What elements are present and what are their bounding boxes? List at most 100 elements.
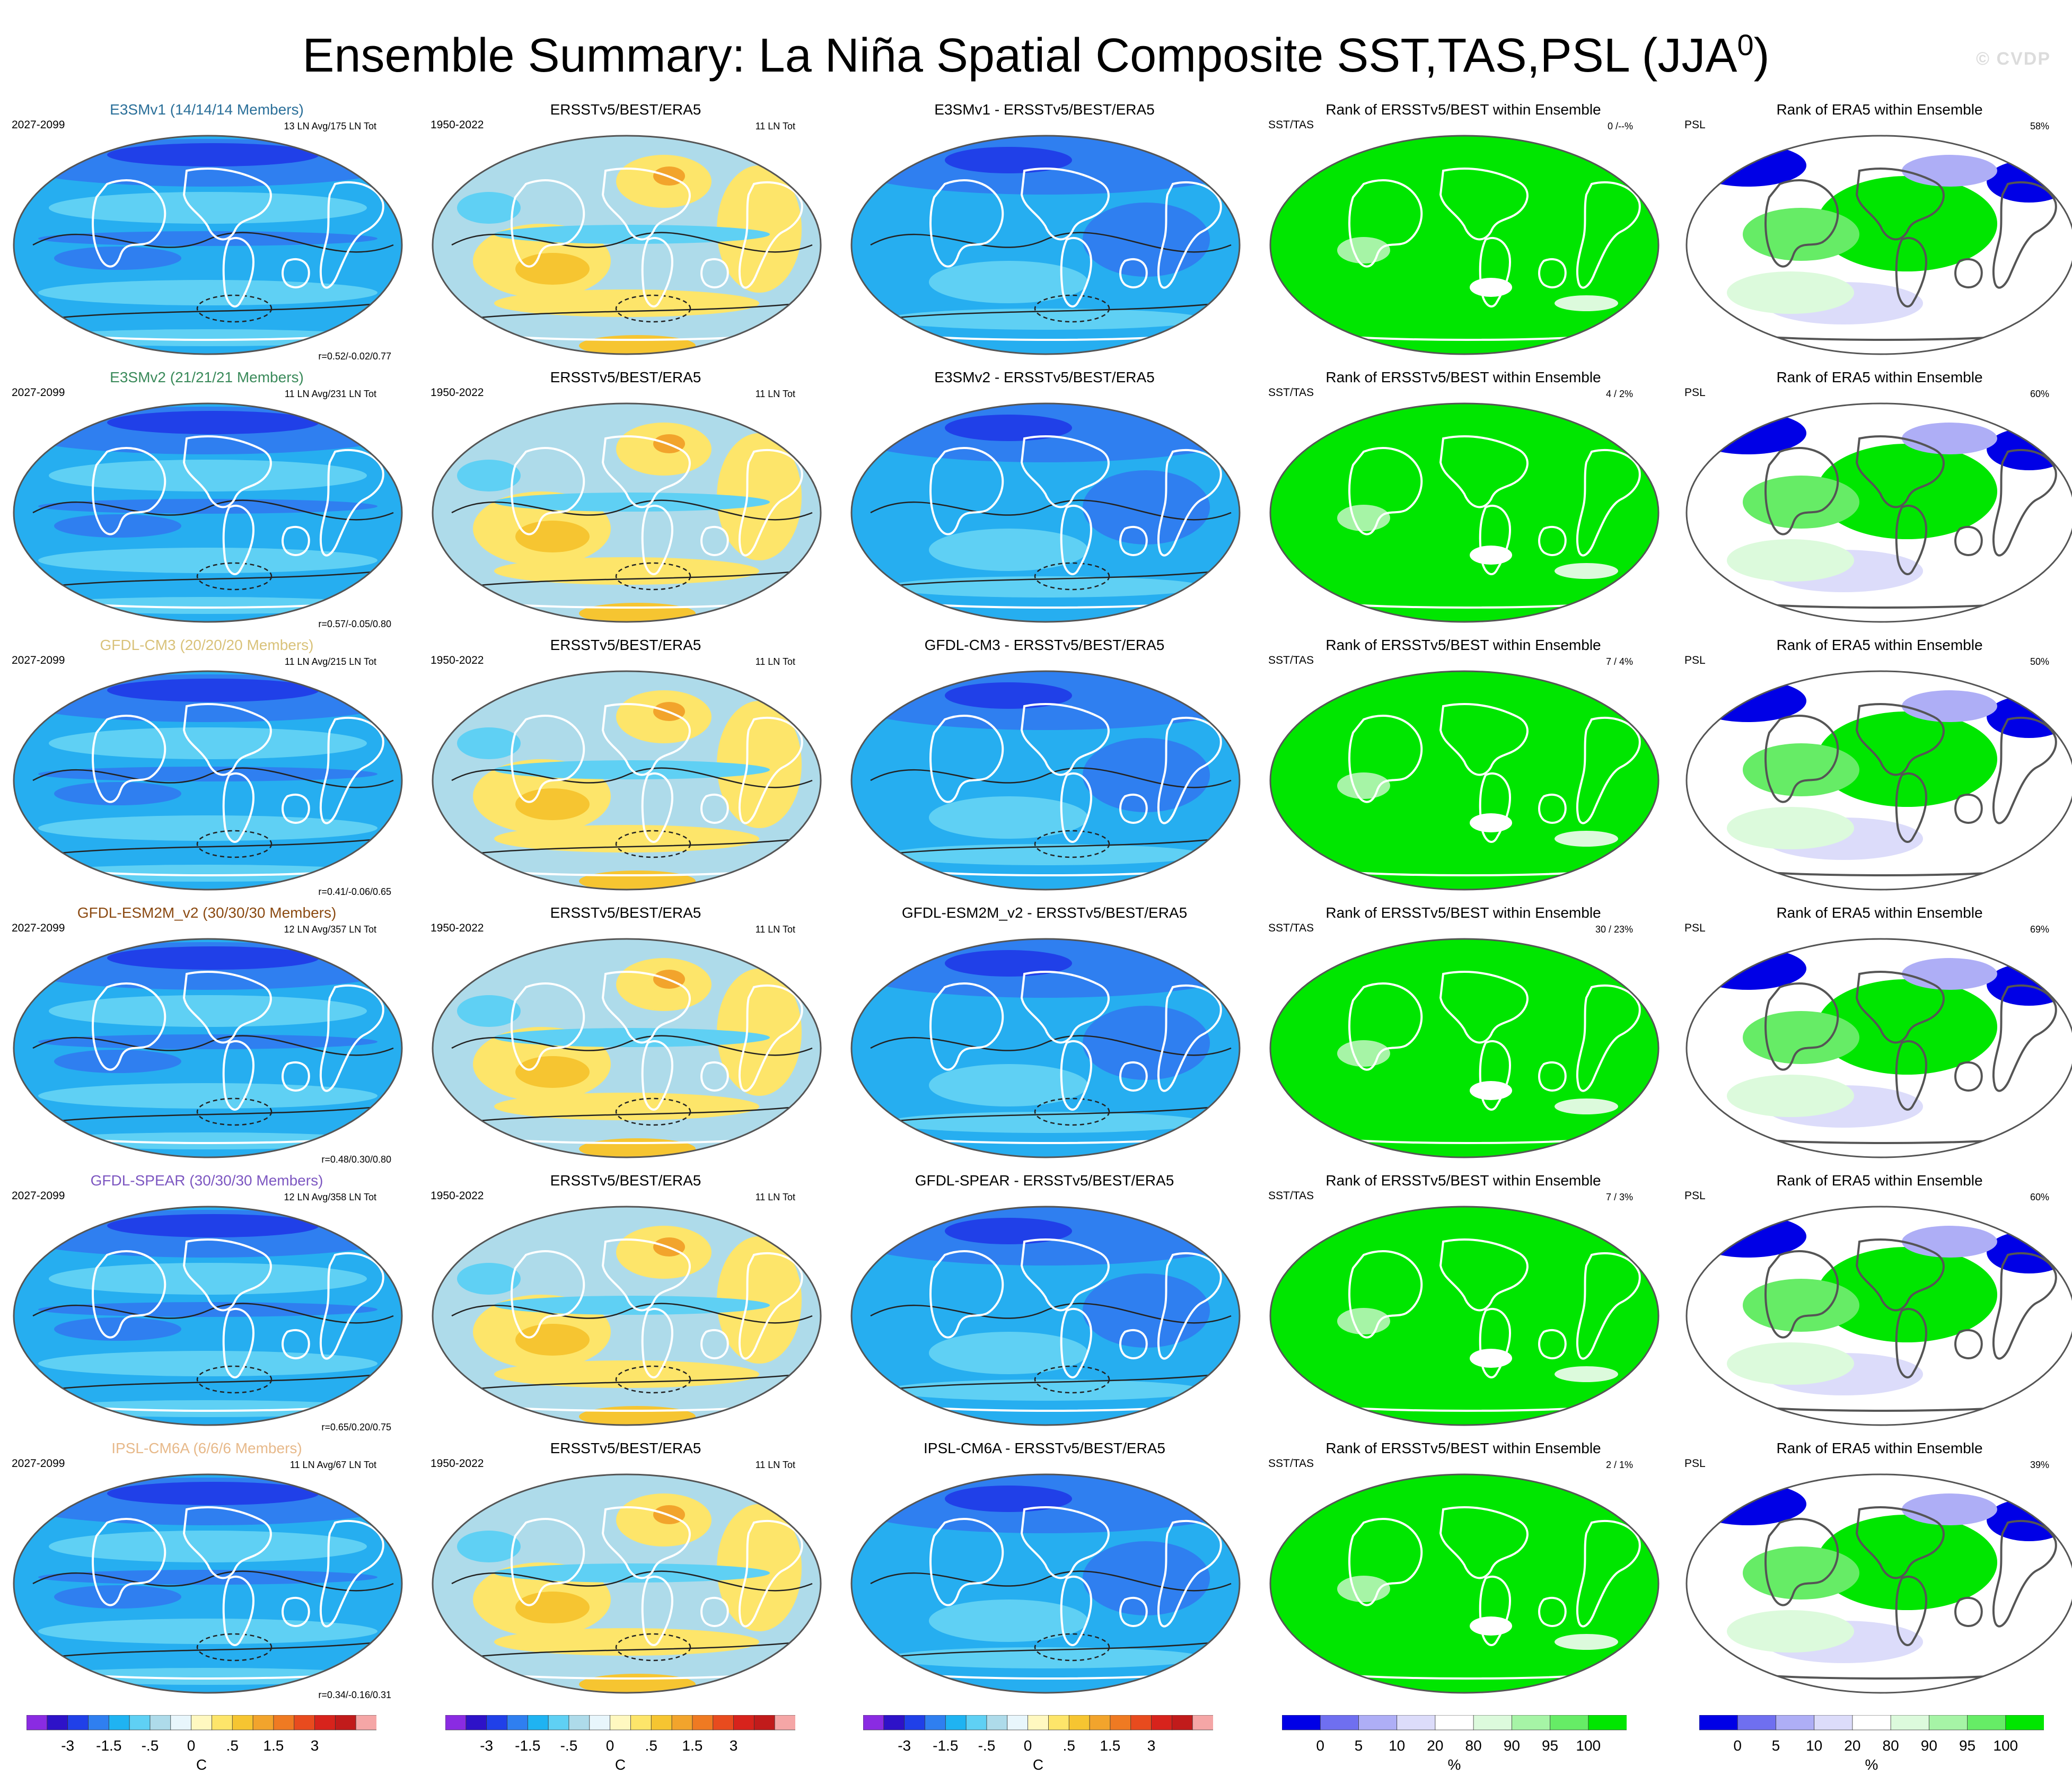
colorbar-tick-label: -.5 [141, 1737, 159, 1754]
continent-outline [1954, 1329, 1983, 1359]
rank-psl-label: PSL [1684, 654, 1706, 666]
model-composite-panel: E3SMv1 (14/14/14 Members) 2027-2099 13 LN … [0, 101, 414, 368]
continent-outline [1348, 179, 1423, 268]
observed-composite-panel: ERSSTv5/BEST/ERA5 1950-2022 11 LN Tot [419, 1172, 832, 1439]
colorbar-swatch [1171, 1715, 1193, 1730]
continent-outline [92, 179, 166, 268]
colorbar-swatch [1068, 1715, 1090, 1730]
continent-outline [1060, 1575, 1092, 1646]
colorbar-swatch [925, 1715, 946, 1730]
continent-outline [641, 1040, 673, 1111]
colorbar-tick-label: -.5 [978, 1737, 996, 1754]
continent-outline [1992, 1519, 2057, 1628]
colorbar-swatch [1110, 1715, 1131, 1730]
rank-sst-value: 7 / 3% [1605, 1192, 1633, 1202]
continent-outline [1855, 1506, 1945, 1579]
rank-psl-panel: Rank of ERA5 within Ensemble PSL 60% [1673, 368, 2072, 636]
colorbar-swatch [610, 1715, 631, 1730]
continent-outline [1855, 168, 1945, 241]
continent-outline [1479, 772, 1511, 843]
colorbar-tick-label: 10 [1806, 1737, 1823, 1754]
continent-outline [1764, 982, 1839, 1071]
continent-outline [1576, 449, 1641, 557]
continent-outline [1764, 179, 1839, 268]
continent-outline [1439, 168, 1529, 241]
colorbar-tick-label: 80 [1465, 1737, 1482, 1754]
colorbar-swatch [1358, 1715, 1398, 1730]
rank-psl-map [1685, 1206, 2072, 1426]
continent-outline [1479, 1575, 1511, 1646]
rank-sst-panel: Rank of ERSSTv5/BEST within Ensemble SST/… [1257, 101, 1670, 368]
continent-outline [1439, 1238, 1529, 1312]
continent-outline [929, 447, 1004, 535]
continent-outline [182, 1506, 272, 1579]
continent-outline [1348, 1250, 1423, 1339]
continent-outline [1954, 525, 1983, 556]
continent-outline [1157, 1519, 1222, 1628]
continent-outline [1538, 1061, 1567, 1092]
rank-psl-map [1685, 1473, 2072, 1694]
colorbar-swatch [692, 1715, 714, 1730]
colorbar-swatch [1048, 1715, 1070, 1730]
continent-outline [511, 715, 585, 803]
rank-sst-panel: Rank of ERSSTv5/BEST within Ensemble SST/… [1257, 1439, 1670, 1707]
colorbar-swatch [294, 1715, 315, 1730]
rank-psl-panel: Rank of ERA5 within Ensemble PSL 39% [1673, 1439, 2072, 1707]
continent-outline [641, 772, 673, 843]
colorbar-swatch [1130, 1715, 1152, 1730]
rank-sst-map [1269, 135, 1660, 355]
continent-outline [282, 793, 310, 824]
continent-outline [1992, 984, 2057, 1092]
continent-outline [1348, 1518, 1423, 1606]
obs-period: 1950-2022 [431, 386, 484, 399]
continent-outline [1119, 1596, 1148, 1627]
continent-outline [222, 1575, 254, 1646]
diff-map [850, 402, 1241, 623]
colorbar-swatch [67, 1715, 89, 1730]
continent-outline [1060, 236, 1092, 307]
colorbar-swatch [1151, 1715, 1173, 1730]
continent-outline [282, 258, 310, 288]
model-composite-panel: GFDL-SPEAR (30/30/30 Members) 2027-2099 12… [0, 1172, 414, 1439]
pattern-correlation: r=0.41/-0.06/0.65 [318, 886, 391, 897]
colorbar-tick-label: 95 [1541, 1737, 1559, 1754]
obs-period: 1950-2022 [431, 654, 484, 666]
colorbar-tick-label: 1.5 [1100, 1737, 1121, 1754]
colorbar-swatch [355, 1715, 376, 1730]
title-text: Ensemble Summary: La Niña Spatial Compos… [302, 29, 1737, 82]
diff-map [850, 1473, 1241, 1694]
difference-panel: E3SMv2 - ERSSTv5/BEST/ERA5 [838, 368, 1251, 636]
continent-outline [641, 1575, 673, 1646]
difference-panel: E3SMv1 - ERSSTv5/BEST/ERA5 [838, 101, 1251, 368]
continent-outline [511, 1518, 585, 1606]
rank-sst-map [1269, 938, 1660, 1158]
rank-sst-title: Rank of ERSSTv5/BEST within Ensemble [1325, 904, 1601, 921]
period-label: 2027-2099 [12, 1190, 65, 1202]
continent-outline [1479, 504, 1511, 575]
continent-outline [282, 525, 310, 556]
figure-title: Ensemble Summary: La Niña Spatial Compos… [0, 16, 2072, 85]
colorbar-swatch [1699, 1715, 1739, 1730]
continent-outline [1764, 1250, 1839, 1339]
colorbar-swatches [863, 1715, 1213, 1730]
difference-title: IPSL-CM6A - ERSSTv5/BEST/ERA5 [924, 1440, 1165, 1456]
continent-outline [738, 449, 803, 557]
colorbar-tick-label: 0 [1023, 1737, 1032, 1754]
lanina-counts: 11 LN Avg/231 LN Tot [284, 389, 376, 399]
difference-panel: IPSL-CM6A - ERSSTv5/BEST/ERA5 [838, 1439, 1251, 1707]
continent-outline [222, 504, 254, 575]
colorbar-tick-label: 80 [1882, 1737, 1899, 1754]
colorbar-swatch [904, 1715, 926, 1730]
continent-outline [1895, 236, 1927, 307]
title-superscript: 0 [1737, 28, 1754, 61]
colorbar-tick-label: 20 [1427, 1737, 1444, 1754]
colorbar-swatch [671, 1715, 693, 1730]
rank-psl-title: Rank of ERA5 within Ensemble [1776, 637, 1983, 653]
rank-psl-label: PSL [1684, 1190, 1706, 1202]
colorbar-swatch [2005, 1715, 2044, 1730]
watermark: © CVDP [1976, 49, 2051, 69]
rank-psl-panel: Rank of ERA5 within Ensemble PSL 60% [1673, 1172, 2072, 1439]
obs-period: 1950-2022 [431, 922, 484, 934]
colorbar-swatch [1890, 1715, 1930, 1730]
continent-outline [182, 435, 272, 508]
